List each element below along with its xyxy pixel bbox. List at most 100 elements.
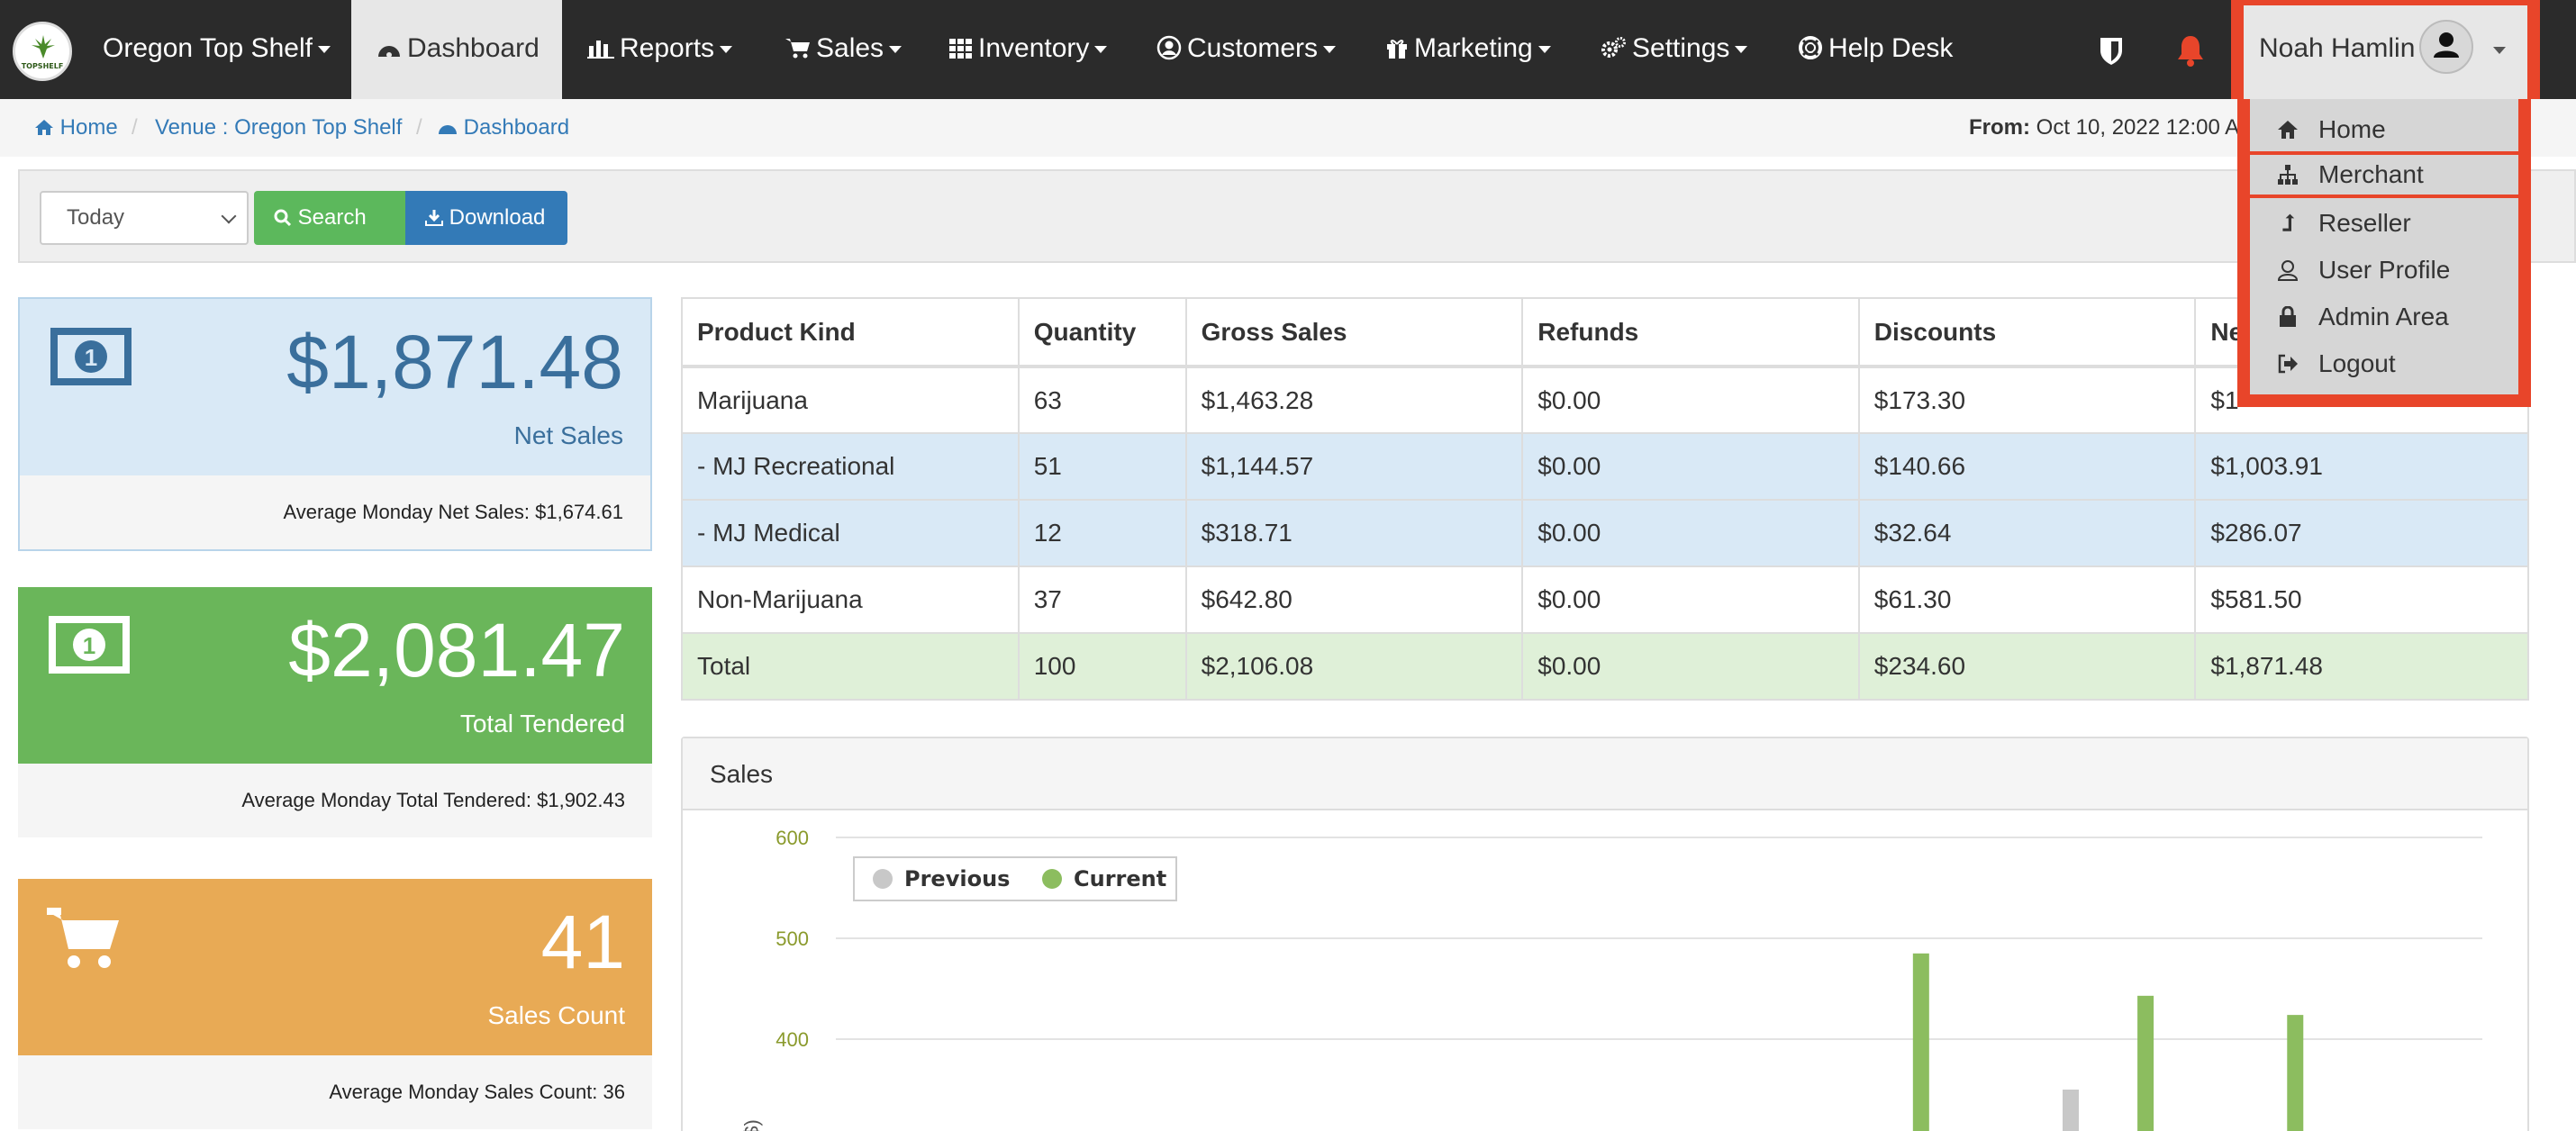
search-icon <box>274 209 292 227</box>
y-tick-label: 600 <box>776 827 809 849</box>
menu-item-user-profile[interactable]: User Profile <box>2250 247 2518 294</box>
table-cell: 63 <box>1017 366 1187 434</box>
caret-down-icon <box>1094 46 1108 54</box>
user-circle-icon <box>1156 35 1182 60</box>
menu-item-admin-area[interactable]: Admin Area <box>2250 294 2518 340</box>
bar-current <box>1912 953 1929 1131</box>
nav-inventory-label: Inventory <box>978 33 1090 63</box>
period-select[interactable]: Today <box>40 191 249 245</box>
legend-label: Previous <box>904 866 1010 891</box>
sales-count-label: Sales Count <box>487 1001 625 1029</box>
breadcrumb-separator: / <box>416 115 422 140</box>
home-icon <box>2278 121 2298 139</box>
highlight-frame-right <box>2527 0 2540 103</box>
table-cell: - MJ Recreational <box>681 432 1020 501</box>
lock-icon <box>2280 306 2296 327</box>
brand-text: TOPSHELF <box>21 62 64 70</box>
menu-item-logout[interactable]: Logout <box>2250 340 2518 387</box>
highlight-frame-left <box>2231 0 2244 103</box>
column-header[interactable]: Product Kind <box>681 297 1020 368</box>
table-cell: Non-Marijuana <box>681 566 1020 634</box>
svg-text:1: 1 <box>85 344 97 371</box>
sales-count-card: 41 Sales Count Average Monday Sales Coun… <box>18 879 652 1129</box>
grid-icon <box>949 39 972 59</box>
brand-logo[interactable]: TOPSHELF <box>13 22 72 81</box>
net-sales-average: Average Monday Net Sales: $1,674.61 <box>20 475 650 549</box>
nav-customers-label: Customers <box>1187 33 1319 63</box>
download-button-label: Download <box>449 205 546 230</box>
menu-item-reseller[interactable]: Reseller <box>2250 200 2518 247</box>
column-header[interactable]: Discounts <box>1857 297 2197 368</box>
table-cell: 100 <box>1017 632 1187 701</box>
home-icon <box>35 120 53 135</box>
search-button[interactable]: Search <box>254 191 405 245</box>
table-cell: $0.00 <box>1521 366 1860 434</box>
y-tick-label: 400 <box>776 1028 809 1051</box>
table-cell: $32.64 <box>1857 499 2197 567</box>
net-sales-card: 1 $1,871.48 Net Sales Average Monday Net… <box>18 297 652 551</box>
nav-settings-label: Settings <box>1632 33 1730 63</box>
bell-icon[interactable] <box>2172 32 2209 68</box>
table-cell: $140.66 <box>1857 432 2197 501</box>
sales-count-average: Average Monday Sales Count: 36 <box>18 1055 652 1129</box>
menu-item-user-profile-label: User Profile <box>2318 256 2451 284</box>
legend-label: Current <box>1074 866 1166 891</box>
nav-customers[interactable]: Customers <box>1156 0 1337 99</box>
table-cell: $0.00 <box>1521 566 1860 634</box>
column-header[interactable]: Quantity <box>1017 297 1187 368</box>
breadcrumb-home-label: Home <box>59 115 118 140</box>
chart-legend <box>853 856 1177 901</box>
sales-panel-title: Sales <box>683 738 2527 810</box>
user-outline-icon <box>2277 260 2299 281</box>
venue-label: Oregon Top Shelf <box>103 33 313 63</box>
menu-item-home-label: Home <box>2318 115 2386 143</box>
table-cell: $173.30 <box>1857 366 2197 434</box>
nav-settings[interactable]: Settings <box>1600 0 1748 99</box>
menu-item-reseller-label: Reseller <box>2318 209 2411 237</box>
caret-down-icon <box>720 46 733 54</box>
sales-count-value: 41 <box>540 900 625 984</box>
caret-down-icon <box>2493 47 2506 54</box>
nav-inventory[interactable]: Inventory <box>949 0 1108 99</box>
dashboard-icon <box>439 125 457 134</box>
nav-marketing[interactable]: Marketing <box>1385 0 1551 99</box>
sales-chart: 600 500 400 ($) Previous Current <box>740 827 2482 1131</box>
caret-down-icon <box>1323 46 1337 54</box>
cannabis-leaf-icon <box>32 35 55 59</box>
breadcrumb-venue[interactable]: Venue : Oregon Top Shelf <box>155 115 403 140</box>
menu-item-merchant-label: Merchant <box>2318 160 2424 188</box>
table-row: Non-Marijuana 37 $642.80 $0.00 $61.30 $5… <box>681 566 2529 634</box>
bar-current <box>2137 995 2154 1131</box>
highlight-frame-top <box>2231 0 2540 5</box>
net-sales-label: Net Sales <box>513 421 623 449</box>
breadcrumb-home[interactable]: Home <box>34 99 118 157</box>
table-cell: 12 <box>1017 499 1187 567</box>
y-axis-label: ($) <box>740 1119 763 1131</box>
nav-sales[interactable]: Sales <box>785 0 903 99</box>
from-value: Oct 10, 2022 12:00 A <box>2036 115 2240 140</box>
table-cell: $581.50 <box>2194 566 2529 634</box>
table-cell: $1,003.91 <box>2194 432 2529 501</box>
nav-dashboard[interactable]: Dashboard <box>351 0 562 99</box>
shield-icon[interactable] <box>2093 32 2129 68</box>
breadcrumb-dashboard[interactable]: Dashboard <box>438 99 569 157</box>
menu-item-logout-label: Logout <box>2318 349 2396 377</box>
nav-reports-label: Reports <box>620 33 715 63</box>
column-header[interactable]: Refunds <box>1521 297 1860 368</box>
table-cell: $286.07 <box>2194 499 2529 567</box>
table-cell: $234.60 <box>1857 632 2197 701</box>
nav-reports[interactable]: Reports <box>587 0 733 99</box>
user-menu-toggle[interactable]: Noah Hamlin <box>2237 2 2531 99</box>
download-button[interactable]: Download <box>405 191 567 245</box>
venue-dropdown[interactable]: Oregon Top Shelf <box>103 0 331 99</box>
table-cell: $0.00 <box>1521 499 1860 567</box>
menu-item-merchant[interactable]: Merchant <box>2250 151 2518 198</box>
column-header[interactable]: Gross Sales <box>1184 297 1524 368</box>
table-cell: 51 <box>1017 432 1187 501</box>
period-select-value: Today <box>67 205 125 230</box>
menu-item-home[interactable]: Home <box>2250 106 2518 153</box>
nav-help-desk[interactable]: Help Desk <box>1798 0 1953 99</box>
total-tendered-card: 1 $2,081.47 Total Tendered Average Monda… <box>18 587 652 837</box>
table-cell: $0.00 <box>1521 432 1860 501</box>
table-row: - MJ Recreational 51 $1,144.57 $0.00 $14… <box>681 432 2529 501</box>
